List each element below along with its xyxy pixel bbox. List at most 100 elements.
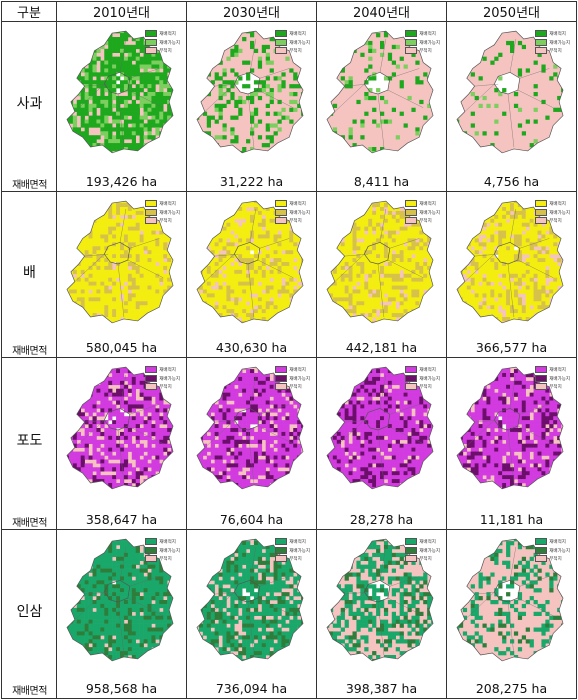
suitability-map — [326, 30, 434, 154]
area-unit: ha — [141, 340, 158, 355]
legend-swatch — [145, 208, 158, 216]
legend-entry: 재배적지 — [405, 30, 440, 39]
legend-swatch — [275, 47, 288, 54]
legend-swatch — [535, 47, 548, 54]
legend-label: 재배적지 — [549, 368, 566, 373]
legend-entry: 재배적지 — [535, 200, 570, 209]
cultivation-area-value: 958,568 ha — [57, 681, 186, 696]
area-unit: ha — [531, 340, 548, 355]
legend-label: 부적지 — [419, 557, 432, 562]
area-number: 398,387 — [345, 681, 398, 696]
area-unit: ha — [393, 174, 410, 189]
map-cell: 재배적지 재배가능지 부적지 580,045 ha — [57, 192, 187, 358]
crop-row-label — [2, 192, 57, 358]
map-cell: 재배적지 재배가능지 부적지 442,181 ha — [317, 192, 447, 358]
cultivation-area-value: 736,094 ha — [187, 681, 316, 696]
legend-entry: 재배가능지 — [405, 208, 440, 218]
legend-entry: 재배적지 — [275, 538, 310, 547]
legend-label: 재배가능지 — [159, 376, 180, 382]
legend-entry: 재배적지 — [405, 200, 440, 209]
map-legend: 재배적지 재배가능지 부적지 — [275, 30, 310, 56]
legend-swatch — [535, 200, 548, 207]
legend-swatch — [535, 38, 548, 46]
area-unit: ha — [271, 340, 288, 355]
area-number: 8,411 — [353, 174, 390, 189]
legend-label: 부적지 — [549, 385, 562, 390]
cultivation-area-value: 442,181 ha — [317, 340, 446, 355]
area-number: 958,568 — [85, 681, 138, 696]
cultivation-area-value: 358,647 ha — [57, 512, 186, 527]
crop-name: 인삼 — [16, 603, 43, 620]
area-number: 430,630 — [215, 340, 268, 355]
legend-swatch — [405, 200, 418, 207]
legend-entry: 재배적지 — [405, 366, 440, 375]
legend-label: 부적지 — [289, 49, 302, 54]
map-cell: 재배적지 재배가능지 부적지 208,275 ha — [447, 530, 576, 698]
map-cell: 재배적지 재배가능지 부적지 11,181 ha — [447, 358, 576, 530]
legend-label: 재배적지 — [159, 32, 176, 37]
legend-swatch — [275, 38, 288, 46]
legend-entry: 부적지 — [405, 555, 440, 564]
map-cell: 재배적지 재배가능지 부적지 958,568 ha — [57, 530, 187, 698]
legend-entry: 부적지 — [145, 47, 180, 56]
legend-label: 재배적지 — [289, 202, 306, 207]
legend-label: 재배적지 — [419, 540, 436, 545]
area-number: 208,275 — [475, 681, 528, 696]
legend-entry: 재배가능지 — [405, 38, 440, 48]
legend-label: 부적지 — [159, 219, 172, 224]
legend-entry: 재배적지 — [145, 366, 180, 375]
area-unit: ha — [401, 681, 418, 696]
suitability-map — [196, 538, 304, 662]
legend-entry: 부적지 — [145, 383, 180, 392]
suitability-map — [456, 366, 564, 490]
map-cell: 재배적지 재배가능지 부적지 8,411 ha — [317, 22, 447, 192]
map-legend: 재배적지 재배가능지 부적지 — [145, 538, 180, 564]
map-cell: 재배적지 재배가능지 부적지 193,426 ha — [57, 22, 187, 192]
legend-label: 부적지 — [419, 385, 432, 390]
legend-entry: 부적지 — [535, 555, 570, 564]
legend-label: 재배적지 — [419, 32, 436, 37]
area-number: 366,577 — [475, 340, 528, 355]
legend-label: 재배가능지 — [419, 40, 440, 46]
legend-swatch — [405, 546, 418, 554]
map-legend: 재배적지 재배가능지 부적지 — [145, 30, 180, 56]
legend-swatch — [145, 366, 158, 373]
suitability-map — [326, 200, 434, 324]
legend-label: 재배가능지 — [419, 210, 440, 216]
suitability-map — [456, 30, 564, 154]
legend-label: 재배적지 — [419, 202, 436, 207]
legend-entry: 재배가능지 — [275, 38, 310, 48]
legend-entry: 부적지 — [535, 383, 570, 392]
cultivation-area-value: 398,387 ha — [317, 681, 446, 696]
map-cell: 재배적지 재배가능지 부적지 31,222 ha — [187, 22, 317, 192]
legend-label: 재배가능지 — [549, 210, 570, 216]
legend-label: 부적지 — [549, 219, 562, 224]
legend-label: 부적지 — [159, 49, 172, 54]
area-number: 28,278 — [349, 512, 394, 527]
header-corner: 구분 — [2, 2, 57, 22]
legend-label: 재배가능지 — [289, 376, 310, 382]
legend-swatch — [535, 30, 548, 37]
legend-swatch — [145, 374, 158, 382]
legend-entry: 재배가능지 — [405, 546, 440, 556]
legend-label: 재배적지 — [289, 32, 306, 37]
legend-entry: 재배적지 — [145, 200, 180, 209]
map-legend: 재배적지 재배가능지 부적지 — [535, 538, 570, 564]
area-number: 736,094 — [215, 681, 268, 696]
legend-label: 재배가능지 — [289, 548, 310, 554]
legend-entry: 부적지 — [275, 217, 310, 226]
legend-swatch — [405, 208, 418, 216]
legend-swatch — [535, 538, 548, 545]
cultivation-area-label: 재배면적 — [12, 180, 47, 191]
header-period-2010s: 2010년대 — [57, 2, 187, 22]
legend-swatch — [405, 383, 418, 390]
suitability-map — [326, 538, 434, 662]
legend-entry: 재배적지 — [535, 30, 570, 39]
cultivation-area-value: 4,756 ha — [447, 174, 576, 189]
suitability-map — [196, 366, 304, 490]
legend-swatch — [275, 546, 288, 554]
legend-entry: 재배가능지 — [275, 546, 310, 556]
suitability-map — [456, 200, 564, 324]
